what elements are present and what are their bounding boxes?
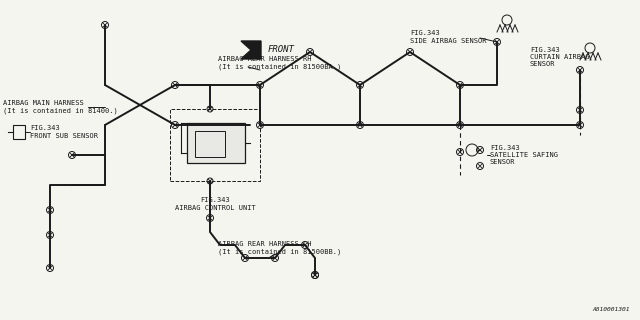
Text: FIG.343
SIDE AIRBAG SENSOR: FIG.343 SIDE AIRBAG SENSOR (410, 30, 486, 44)
Text: A810001301: A810001301 (593, 307, 630, 312)
Polygon shape (241, 41, 261, 59)
Bar (170, 109, 260, 181)
Bar (13, 125, 25, 139)
Text: FRONT: FRONT (268, 45, 295, 54)
Bar (187, 123, 245, 163)
Text: AIRBAG REAR HARNESS LH
(It is contained in 81500BB.): AIRBAG REAR HARNESS LH (It is contained … (218, 241, 341, 255)
Text: FIG.343
FRONT SUB SENSOR: FIG.343 FRONT SUB SENSOR (30, 125, 98, 139)
Text: FIG.343
AIRBAG CONTROL UNIT: FIG.343 AIRBAG CONTROL UNIT (175, 197, 255, 211)
Text: FIG.343
SATELLITE SAFING
SENSOR: FIG.343 SATELLITE SAFING SENSOR (490, 145, 558, 165)
Text: FIG.343
CURTAIN AIRBAG
SENSOR: FIG.343 CURTAIN AIRBAG SENSOR (530, 46, 589, 68)
Bar (195, 131, 225, 157)
Text: AIRBAG REAR HARNESS RH
(It is contained in 81500BA.): AIRBAG REAR HARNESS RH (It is contained … (218, 56, 341, 70)
Text: AIRBAG MAIN HARNESS
(It is contained in 81400.): AIRBAG MAIN HARNESS (It is contained in … (3, 100, 118, 114)
